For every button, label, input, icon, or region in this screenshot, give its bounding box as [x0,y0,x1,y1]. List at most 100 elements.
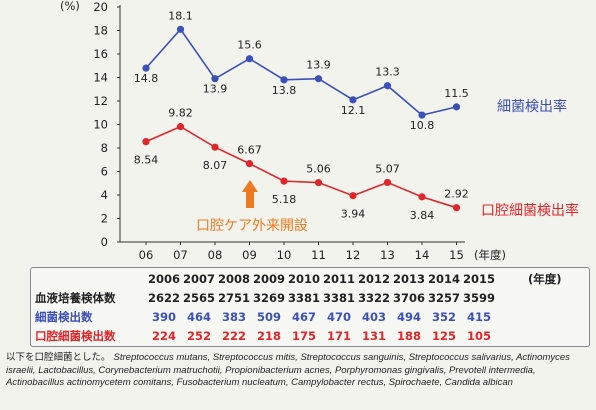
row-label: 血液培養検体数 [35,291,116,305]
table-cell: 188 [396,329,421,343]
table-year-header: 2015 [462,272,495,286]
x-tick-label: 10 [277,248,292,262]
y-tick-label: 12 [93,94,108,108]
x-tick-label: 06 [139,248,154,262]
table-row-oral-bacteria-count: 口腔細菌検出数 224 252 222 218 175 171 131 188 125 105 [31,327,589,346]
row-label: 口腔細菌検出数 [35,329,116,343]
table-year-header: 2012 [357,272,390,286]
data-label: 13.9 [306,59,331,72]
data-table: (年度) 2006 2007 2008 2009 2010 2011 2012 2013 201… [30,267,590,347]
data-label: 13.3 [375,66,400,79]
data-label: 18.1 [168,9,193,22]
data-label: 10.8 [410,119,435,132]
series-line [145,28,457,116]
x-tick-label: 12 [346,248,361,262]
data-point [245,160,254,168]
data-point [452,204,461,212]
table-year-header: 2009 [252,272,285,286]
table-row-bacteria-count: 細菌検出数 390 464 383 509 467 470 403 494 352 415 [31,308,589,327]
table-year-header: 2010 [287,272,320,286]
data-label: 8.54 [134,154,159,167]
table-cell: 2622 [147,291,180,305]
data-point [314,178,323,187]
footnote-bacteria-list: Streptococcus mutans, Streptococcus miti… [6,352,570,388]
table-cell: 3269 [252,291,285,305]
data-point [314,75,323,83]
footnote-prefix: 以下を口腔細菌とした。 [6,352,111,363]
table-year-header: 2007 [182,272,215,286]
data-label: 2.92 [444,188,469,201]
x-axis-unit: (年度) [474,248,506,262]
table-cell: 171 [326,329,351,343]
table-cell: 509 [256,310,281,324]
table-cell: 464 [186,310,211,324]
data-point [418,111,426,119]
data-point [452,103,461,111]
table-cell: 2751 [217,291,250,305]
table-cell: 105 [466,329,491,343]
data-point [142,64,150,72]
table-cell: 2565 [182,291,215,305]
x-tick-label: 11 [311,248,326,262]
data-point [211,143,219,151]
series-line [145,125,457,209]
table-cell: 3706 [392,291,425,305]
y-tick-label: 2 [101,212,108,226]
table-cell: 131 [361,329,386,343]
table-cell: 403 [361,310,386,324]
data-point [383,178,392,187]
x-tick-label: 14 [415,248,430,262]
data-label: 9.82 [168,107,193,120]
data-point [418,193,426,201]
table-cell: 3381 [287,291,320,305]
table-year-header: 2014 [427,272,460,286]
data-point [142,138,150,146]
line-chart: (%) 0 2 4 6 8 10 12 14 16 18 20 06 07 08 09 10 11 12 13 14… [60,0,579,262]
annotation-label: 口腔ケア外来開設 [196,218,308,234]
data-label: 14.8 [134,72,159,85]
data-point [349,96,357,104]
x-tick-label: 09 [242,248,257,262]
y-tick-label: 4 [101,188,108,202]
table-cell: 3257 [427,291,460,305]
y-tick-label: 8 [101,141,108,155]
table-year-header: 2013 [392,272,425,286]
table-cell: 390 [151,310,176,324]
table-header-row: (年度) 2006 2007 2008 2009 2010 2011 2012 2013 201… [31,270,589,289]
footnote: 以下を口腔細菌とした。 Streptococcus mutans, Strept… [6,352,592,390]
data-label: 13.9 [203,83,228,96]
table-cell: 415 [466,310,491,324]
data-point [280,177,288,185]
data-label: 6.67 [237,144,262,157]
y-axis: 0 2 4 6 8 10 12 14 16 18 20 [93,0,120,249]
table-cell: 3322 [357,291,390,305]
y-tick-label: 0 [101,235,108,249]
series-label-bacteria: 細菌検出率 [497,98,567,115]
table-year-header: 2006 [147,272,180,286]
x-tick-label: 15 [449,248,464,262]
table-cell: 470 [326,310,351,324]
data-label: 3.84 [410,209,435,222]
data-point [245,55,254,63]
x-tick-label: 13 [380,248,395,262]
table-cell: 352 [431,310,456,324]
x-tick-label: 08 [208,248,223,262]
data-label: 12.1 [341,104,366,117]
data-point [280,76,288,84]
data-label: 5.07 [375,162,400,175]
table-year-header: 2011 [322,272,355,286]
table-row-blood-culture: 血液培養検体数 2622 2565 2751 3269 3381 3381 3322 3706… [31,289,589,308]
table-cell: 383 [221,310,246,324]
table-cell: 125 [431,329,456,343]
y-axis-unit: (%) [60,0,80,13]
table-cell: 467 [291,310,316,324]
series-label-oral-bacteria: 口腔細菌検出率 [481,202,579,219]
data-label: 5.18 [272,193,297,206]
table-cell: 494 [396,310,421,324]
y-tick-label: 6 [101,165,108,179]
row-label: 細菌検出数 [35,310,93,324]
table-cell: 3599 [462,291,495,305]
data-point [211,75,219,83]
data-point [383,82,392,90]
data-label: 5.06 [306,163,331,176]
